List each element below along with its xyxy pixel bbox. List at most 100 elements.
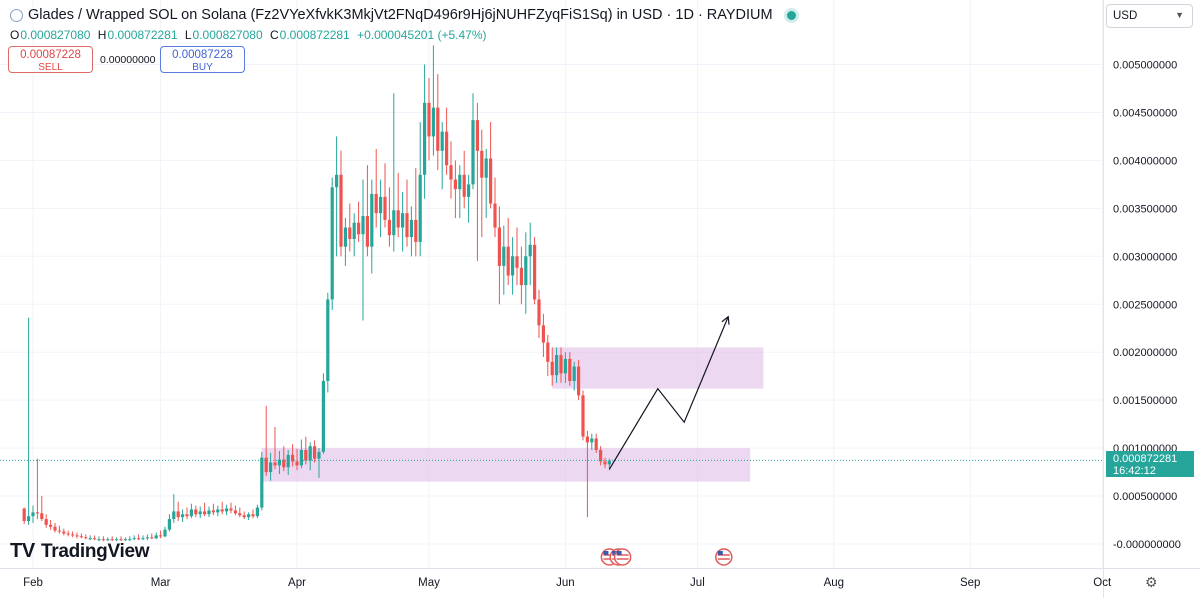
candle-body: [392, 210, 396, 236]
buy-label: BUY: [192, 62, 213, 73]
candle-body: [585, 436, 589, 443]
candle-body: [198, 511, 202, 515]
candle-body: [502, 246, 506, 266]
candle-body: [321, 380, 325, 452]
sell-button[interactable]: 0.00087228 SELL: [8, 46, 93, 73]
chart-header: Glades / Wrapped SOL on Solana (Fz2VYeXf…: [10, 7, 796, 23]
candle-body: [383, 196, 387, 220]
candle-body: [251, 514, 255, 517]
candle-body: [537, 299, 541, 326]
candle-body: [339, 174, 343, 247]
candle-body: [194, 509, 198, 515]
projection-path: [608, 316, 729, 470]
candle-body: [176, 511, 180, 518]
low-label: L: [184, 28, 192, 42]
event-flag-canton: [717, 551, 723, 555]
candle-body: [84, 537, 88, 539]
time-axis-label: Sep: [960, 577, 980, 589]
candle-body: [260, 457, 264, 508]
candle-body: [295, 461, 299, 466]
candle-body: [335, 174, 339, 188]
candle-body: [379, 196, 383, 214]
chart-title[interactable]: Glades / Wrapped SOL on Solana (Fz2VYeXf…: [28, 7, 773, 23]
candle-body: [27, 516, 31, 521]
time-axis-label: Apr: [288, 577, 306, 589]
price-axis-label: 0.001500000: [1113, 395, 1177, 407]
high-value: 0.000872281: [107, 28, 178, 42]
candle-body: [167, 519, 171, 530]
candle-body: [577, 366, 581, 396]
candle-body: [550, 361, 554, 376]
candle-body: [66, 533, 70, 535]
price-axis-label: 0.004000000: [1113, 155, 1177, 167]
currency-select[interactable]: USD ▼: [1106, 4, 1193, 28]
candle-body: [533, 244, 537, 300]
bar-countdown: 16:42:12: [1113, 465, 1156, 477]
candle-body: [93, 538, 97, 540]
time-axis-label: Oct: [1093, 577, 1112, 589]
candle-body: [317, 451, 321, 459]
candle-body: [181, 514, 185, 518]
candle-body: [462, 174, 466, 197]
candle-body: [515, 256, 519, 268]
candle-body: [211, 510, 215, 513]
tradingview-logo-text: TradingView: [40, 540, 150, 562]
price-axis-label: 0.002500000: [1113, 299, 1177, 311]
open-value: 0.000827080: [20, 28, 91, 42]
candle-body: [405, 213, 409, 238]
candle-body: [110, 539, 114, 541]
gear-icon[interactable]: ⚙: [1145, 574, 1158, 590]
candle-body: [519, 267, 523, 286]
candle-body: [401, 213, 405, 228]
candle-body: [436, 107, 440, 151]
candle-body: [137, 538, 141, 540]
candle-body: [22, 508, 26, 521]
candle-body: [453, 179, 457, 190]
candle-body: [273, 462, 277, 466]
candle-body: [304, 450, 308, 461]
candle-body: [506, 246, 510, 276]
candle-body: [511, 256, 515, 276]
candle-body: [449, 165, 453, 180]
candle-body: [409, 219, 413, 238]
price-axis-label: 0.003000000: [1113, 251, 1177, 263]
candle-body: [101, 539, 105, 541]
candle-body: [590, 438, 594, 443]
time-axis-label: Aug: [824, 577, 844, 589]
candle-body: [286, 454, 290, 468]
candle-body: [233, 510, 237, 514]
candle-body: [150, 537, 154, 539]
candle-body: [40, 513, 44, 520]
candle-body: [396, 210, 400, 228]
candle-body: [467, 184, 471, 197]
candle-body: [489, 158, 493, 204]
candle-body: [568, 358, 572, 381]
tradingview-logo[interactable]: TV TradingView: [10, 540, 150, 563]
candle-body: [427, 102, 431, 137]
candle-body: [370, 193, 374, 247]
price-axis-label: -0.000000000: [1113, 539, 1181, 551]
candle-body: [497, 227, 501, 266]
candle-body: [207, 510, 211, 515]
candle-body: [119, 539, 123, 541]
candle-body: [242, 515, 246, 518]
time-axis-label: Mar: [151, 577, 171, 589]
candle-body: [528, 244, 532, 257]
candle-body: [418, 174, 422, 242]
candle-body: [264, 457, 268, 473]
low-value: 0.000827080: [192, 28, 263, 42]
candle-body: [308, 446, 312, 461]
candle-body: [154, 535, 158, 539]
candle-body: [484, 158, 488, 178]
candle-body: [203, 511, 207, 515]
candle-body: [414, 219, 418, 242]
candle-body: [352, 222, 356, 240]
candle-body: [365, 216, 369, 247]
candle-body: [189, 509, 193, 517]
symbol-icon: [10, 8, 23, 22]
candle-body: [255, 507, 259, 517]
candle-body: [572, 366, 576, 381]
buy-button[interactable]: 0.00087228 BUY: [160, 46, 245, 73]
event-flag-canton: [612, 551, 618, 555]
